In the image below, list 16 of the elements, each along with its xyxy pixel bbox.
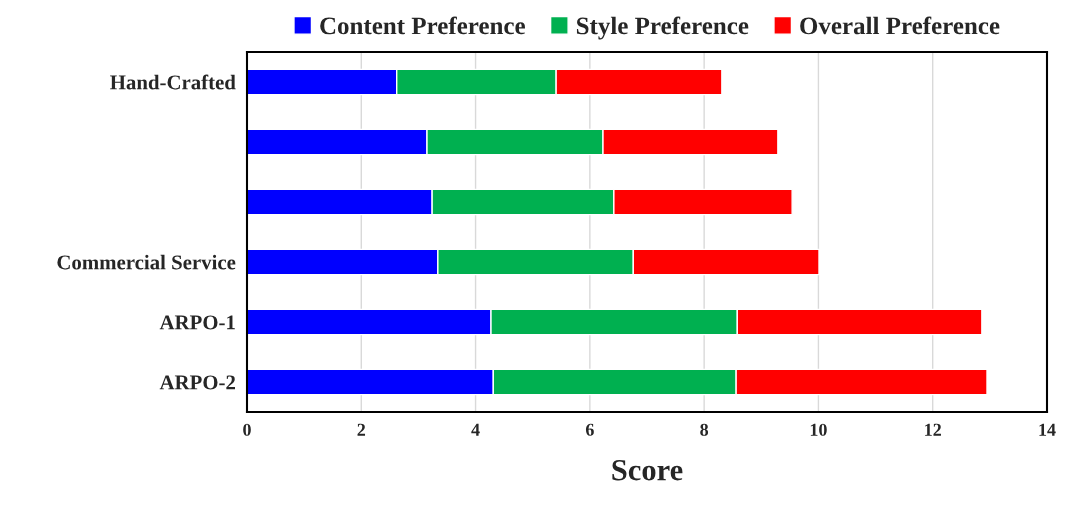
y-tick-label: Commercial Service [57, 254, 236, 270]
y-tick-label: Hand-Crafted [110, 74, 236, 90]
x-tick-label: 0 [243, 423, 251, 436]
x-tick-label: 10 [810, 423, 827, 436]
x-tick-label: 4 [471, 423, 480, 436]
x-tick-label: 6 [585, 423, 594, 436]
legend-label: Content Preference [320, 16, 525, 35]
x-tick-label: 2 [357, 423, 366, 436]
y-tick-label: ARPO-2 [159, 375, 235, 390]
x-tick-label: 8 [700, 423, 709, 436]
legend-label: Overall Preference [800, 16, 1000, 35]
x-tick-label: 12 [925, 423, 941, 436]
y-tick-label: ARPO-1 [159, 315, 235, 330]
legend-label: Style Preference [576, 16, 749, 40]
x-tick-label: 14 [1039, 423, 1056, 436]
x-axis-title: Score [612, 459, 683, 481]
